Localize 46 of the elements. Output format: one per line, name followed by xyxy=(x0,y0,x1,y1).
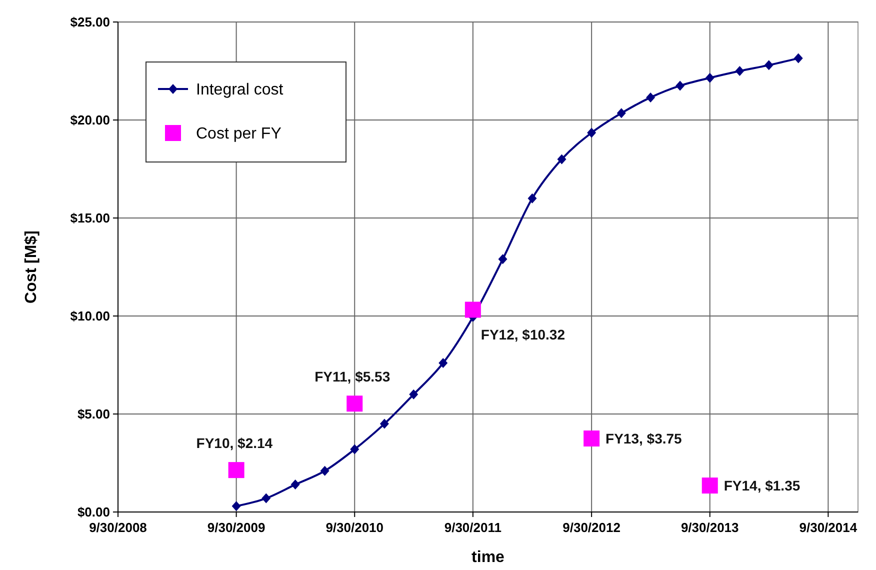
y-tick-label: $15.00 xyxy=(70,210,110,226)
y-tick-label: $0.00 xyxy=(77,504,110,520)
point xyxy=(764,60,774,70)
point xyxy=(616,108,626,118)
x-axis-title: time xyxy=(472,549,505,566)
x-tick-label: 9/30/2012 xyxy=(562,520,620,535)
x-tick-label: 9/30/2008 xyxy=(89,520,147,535)
y-tick-label: $25.00 xyxy=(70,14,110,30)
point xyxy=(232,501,241,512)
x-tick-label: 9/30/2013 xyxy=(680,520,739,535)
point xyxy=(350,444,360,454)
point xyxy=(584,430,600,446)
point xyxy=(464,302,481,318)
legend-label: Integral cost xyxy=(196,82,284,99)
point xyxy=(498,254,508,264)
x-tick-label: 9/30/2009 xyxy=(207,520,266,535)
point xyxy=(290,480,300,490)
y-tick-label: $10.00 xyxy=(70,308,110,324)
point xyxy=(262,493,271,504)
x-tick-label: 9/30/2014 xyxy=(799,520,858,535)
x-tick-label: 9/30/2011 xyxy=(444,520,502,535)
point xyxy=(380,418,389,429)
x-tick-label: 9/30/2010 xyxy=(326,520,384,535)
point xyxy=(735,66,744,76)
data-label: FY13, $3.75 xyxy=(606,430,682,446)
point xyxy=(794,53,803,64)
legend-label: Cost per FY xyxy=(196,126,282,143)
data-label: FY12, $10.32 xyxy=(480,326,566,343)
point xyxy=(646,92,656,102)
data-label: FY11, $5.53 xyxy=(314,368,390,385)
data-label: FY10, $2.14 xyxy=(196,435,273,452)
point xyxy=(320,466,330,476)
point xyxy=(438,358,448,368)
point xyxy=(409,389,418,400)
point xyxy=(705,72,714,83)
point xyxy=(702,478,718,494)
point xyxy=(676,80,685,91)
y-tick-label: $20.00 xyxy=(70,112,110,128)
y-tick-label: $5.00 xyxy=(77,406,110,422)
point xyxy=(528,193,537,204)
point xyxy=(228,462,244,478)
data-label: FY14, $1.35 xyxy=(724,478,800,494)
y-axis-title: Cost [M$] xyxy=(23,230,40,304)
point xyxy=(346,396,363,412)
point xyxy=(557,154,566,164)
point xyxy=(587,128,596,138)
